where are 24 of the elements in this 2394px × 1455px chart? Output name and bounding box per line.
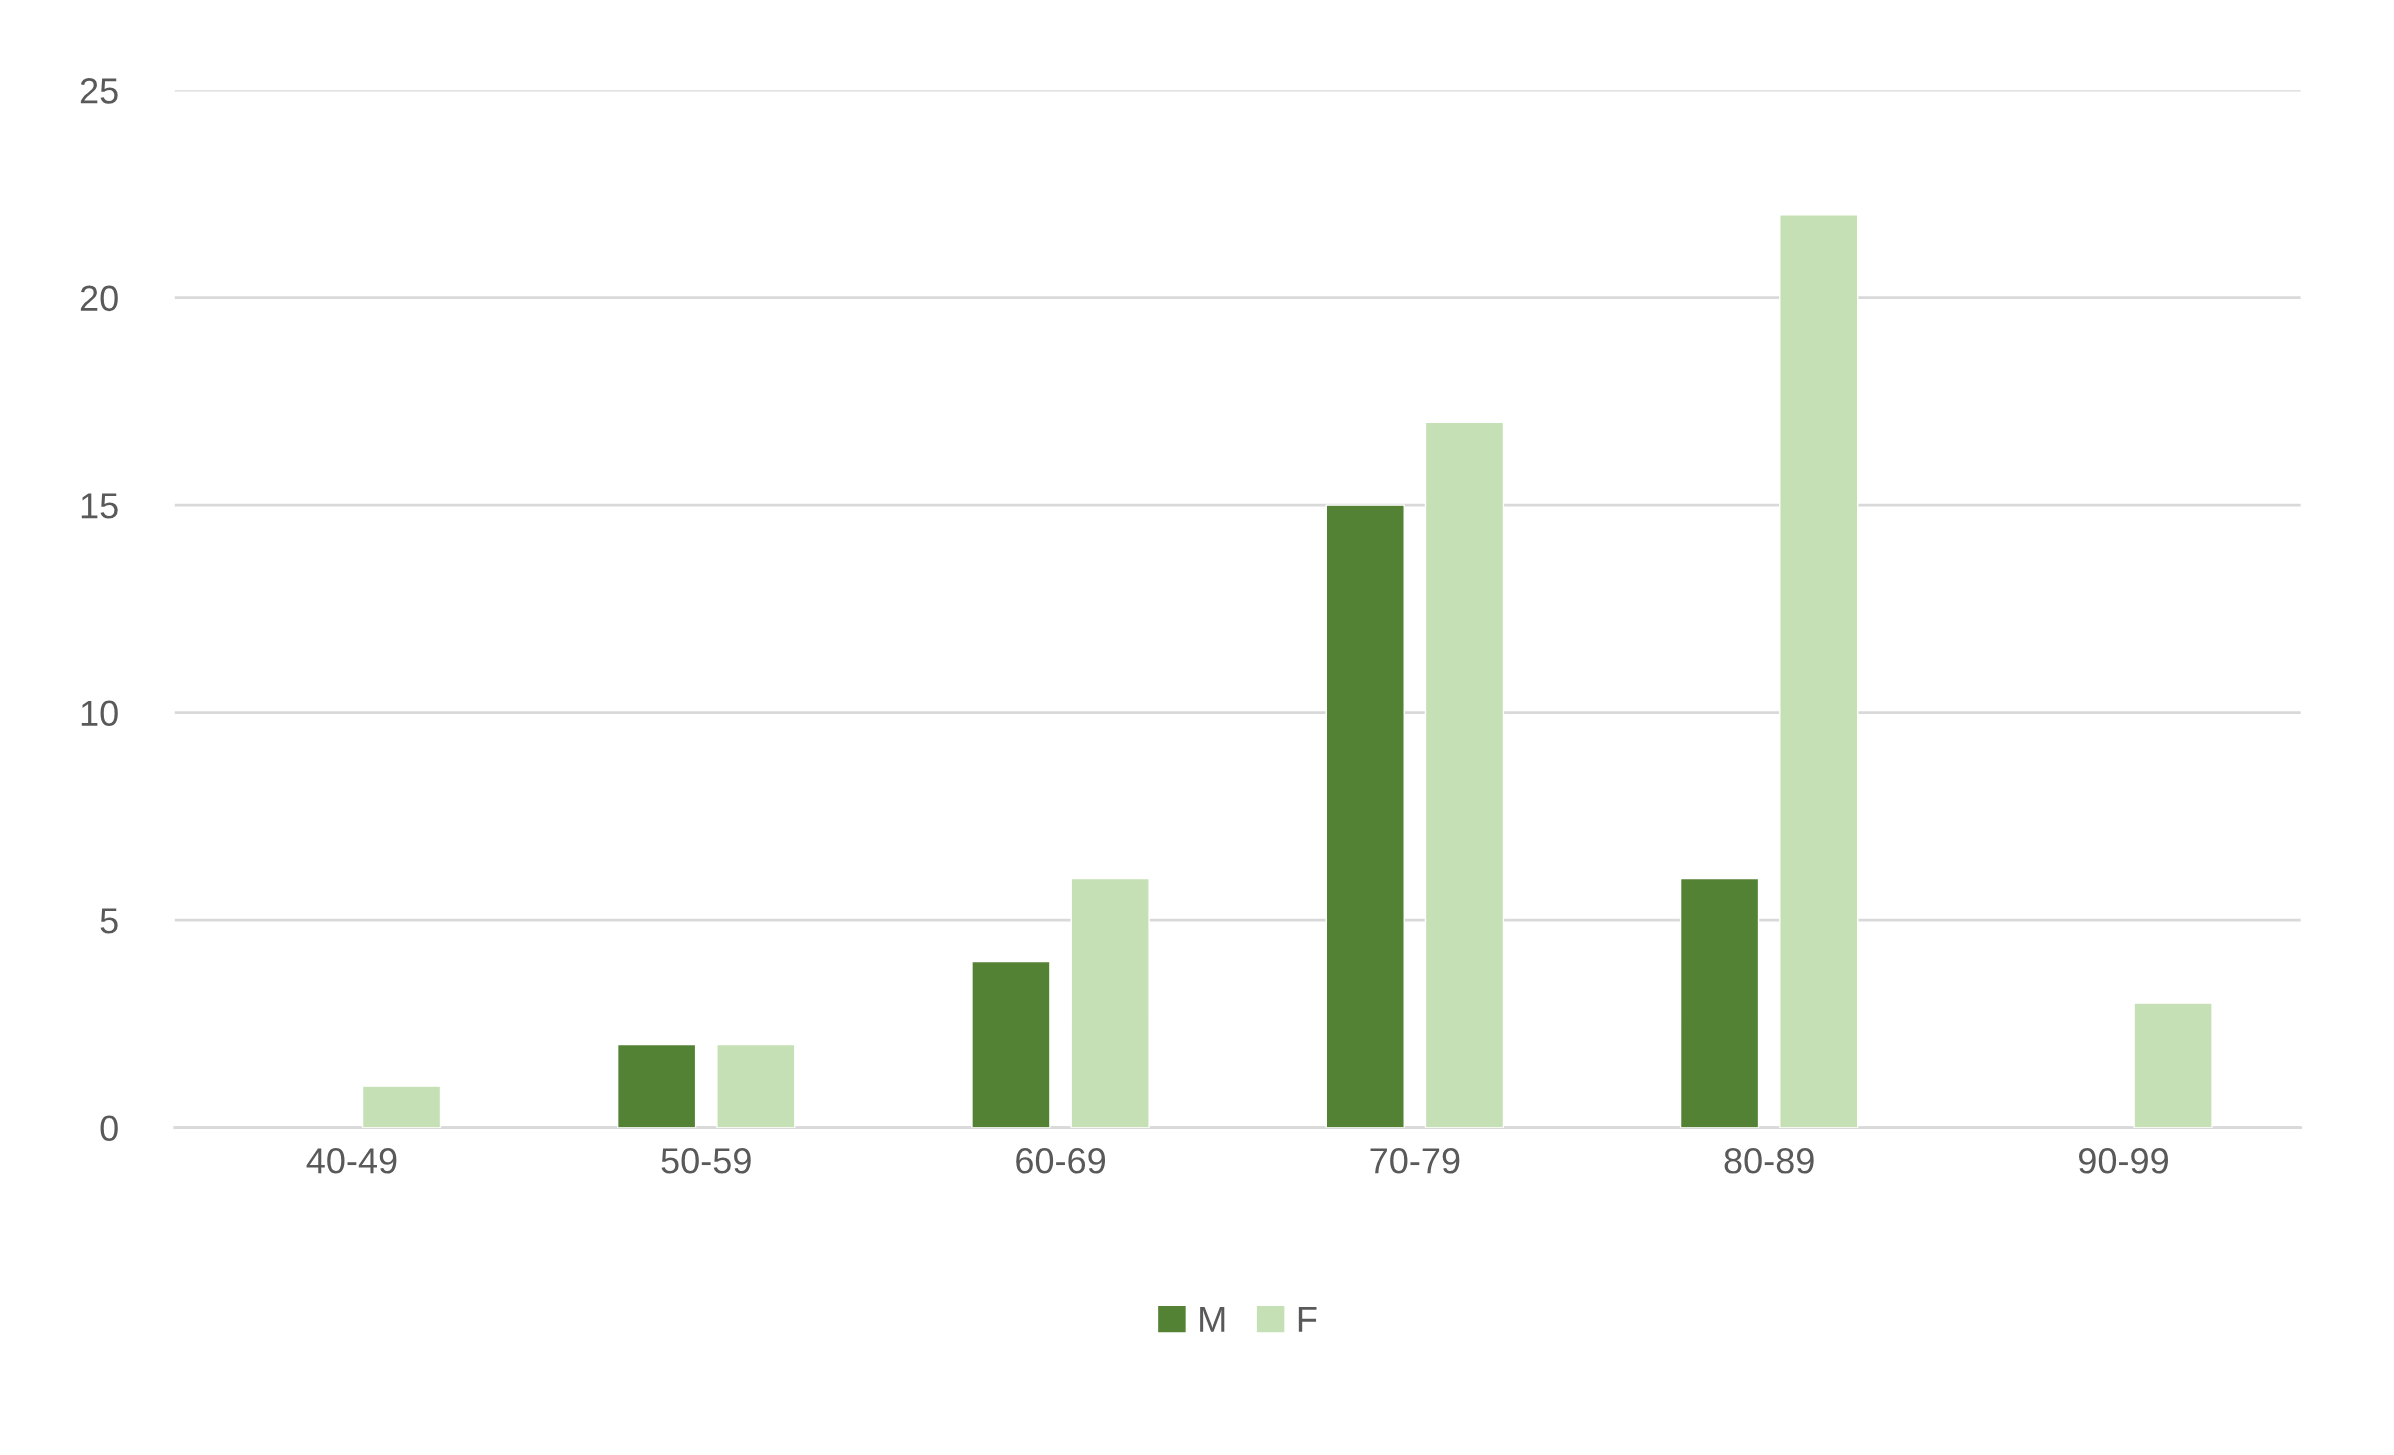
bar <box>361 1085 442 1128</box>
y-tick-label: 20 <box>80 285 118 312</box>
bar <box>2133 1002 2213 1128</box>
bar <box>1070 877 1150 1128</box>
bar <box>1424 421 1505 1128</box>
x-tick-label: 40-49 <box>306 1148 397 1174</box>
y-tick-label: 0 <box>100 1115 118 1142</box>
bar <box>1325 504 1405 1128</box>
bar <box>971 960 1051 1128</box>
x-tick-label: 70-79 <box>1370 1148 1460 1174</box>
y-tick-label: 15 <box>81 493 118 519</box>
x-tick-label: 60-69 <box>1016 1148 1106 1174</box>
bar <box>1679 877 1760 1128</box>
bar <box>616 1043 697 1128</box>
x-tick-label: 80-89 <box>1724 1148 1814 1174</box>
y-tick-label: 5 <box>100 908 118 934</box>
legend-label: F <box>1298 1306 1317 1332</box>
bar <box>1779 214 1859 1128</box>
x-tick-label: 50-59 <box>661 1148 751 1174</box>
legend-label: M <box>1200 1306 1225 1332</box>
y-tick-label: 25 <box>80 78 118 104</box>
x-tick-label: 90-99 <box>2079 1148 2168 1174</box>
y-tick-label: 10 <box>81 700 118 727</box>
bar <box>716 1043 796 1128</box>
